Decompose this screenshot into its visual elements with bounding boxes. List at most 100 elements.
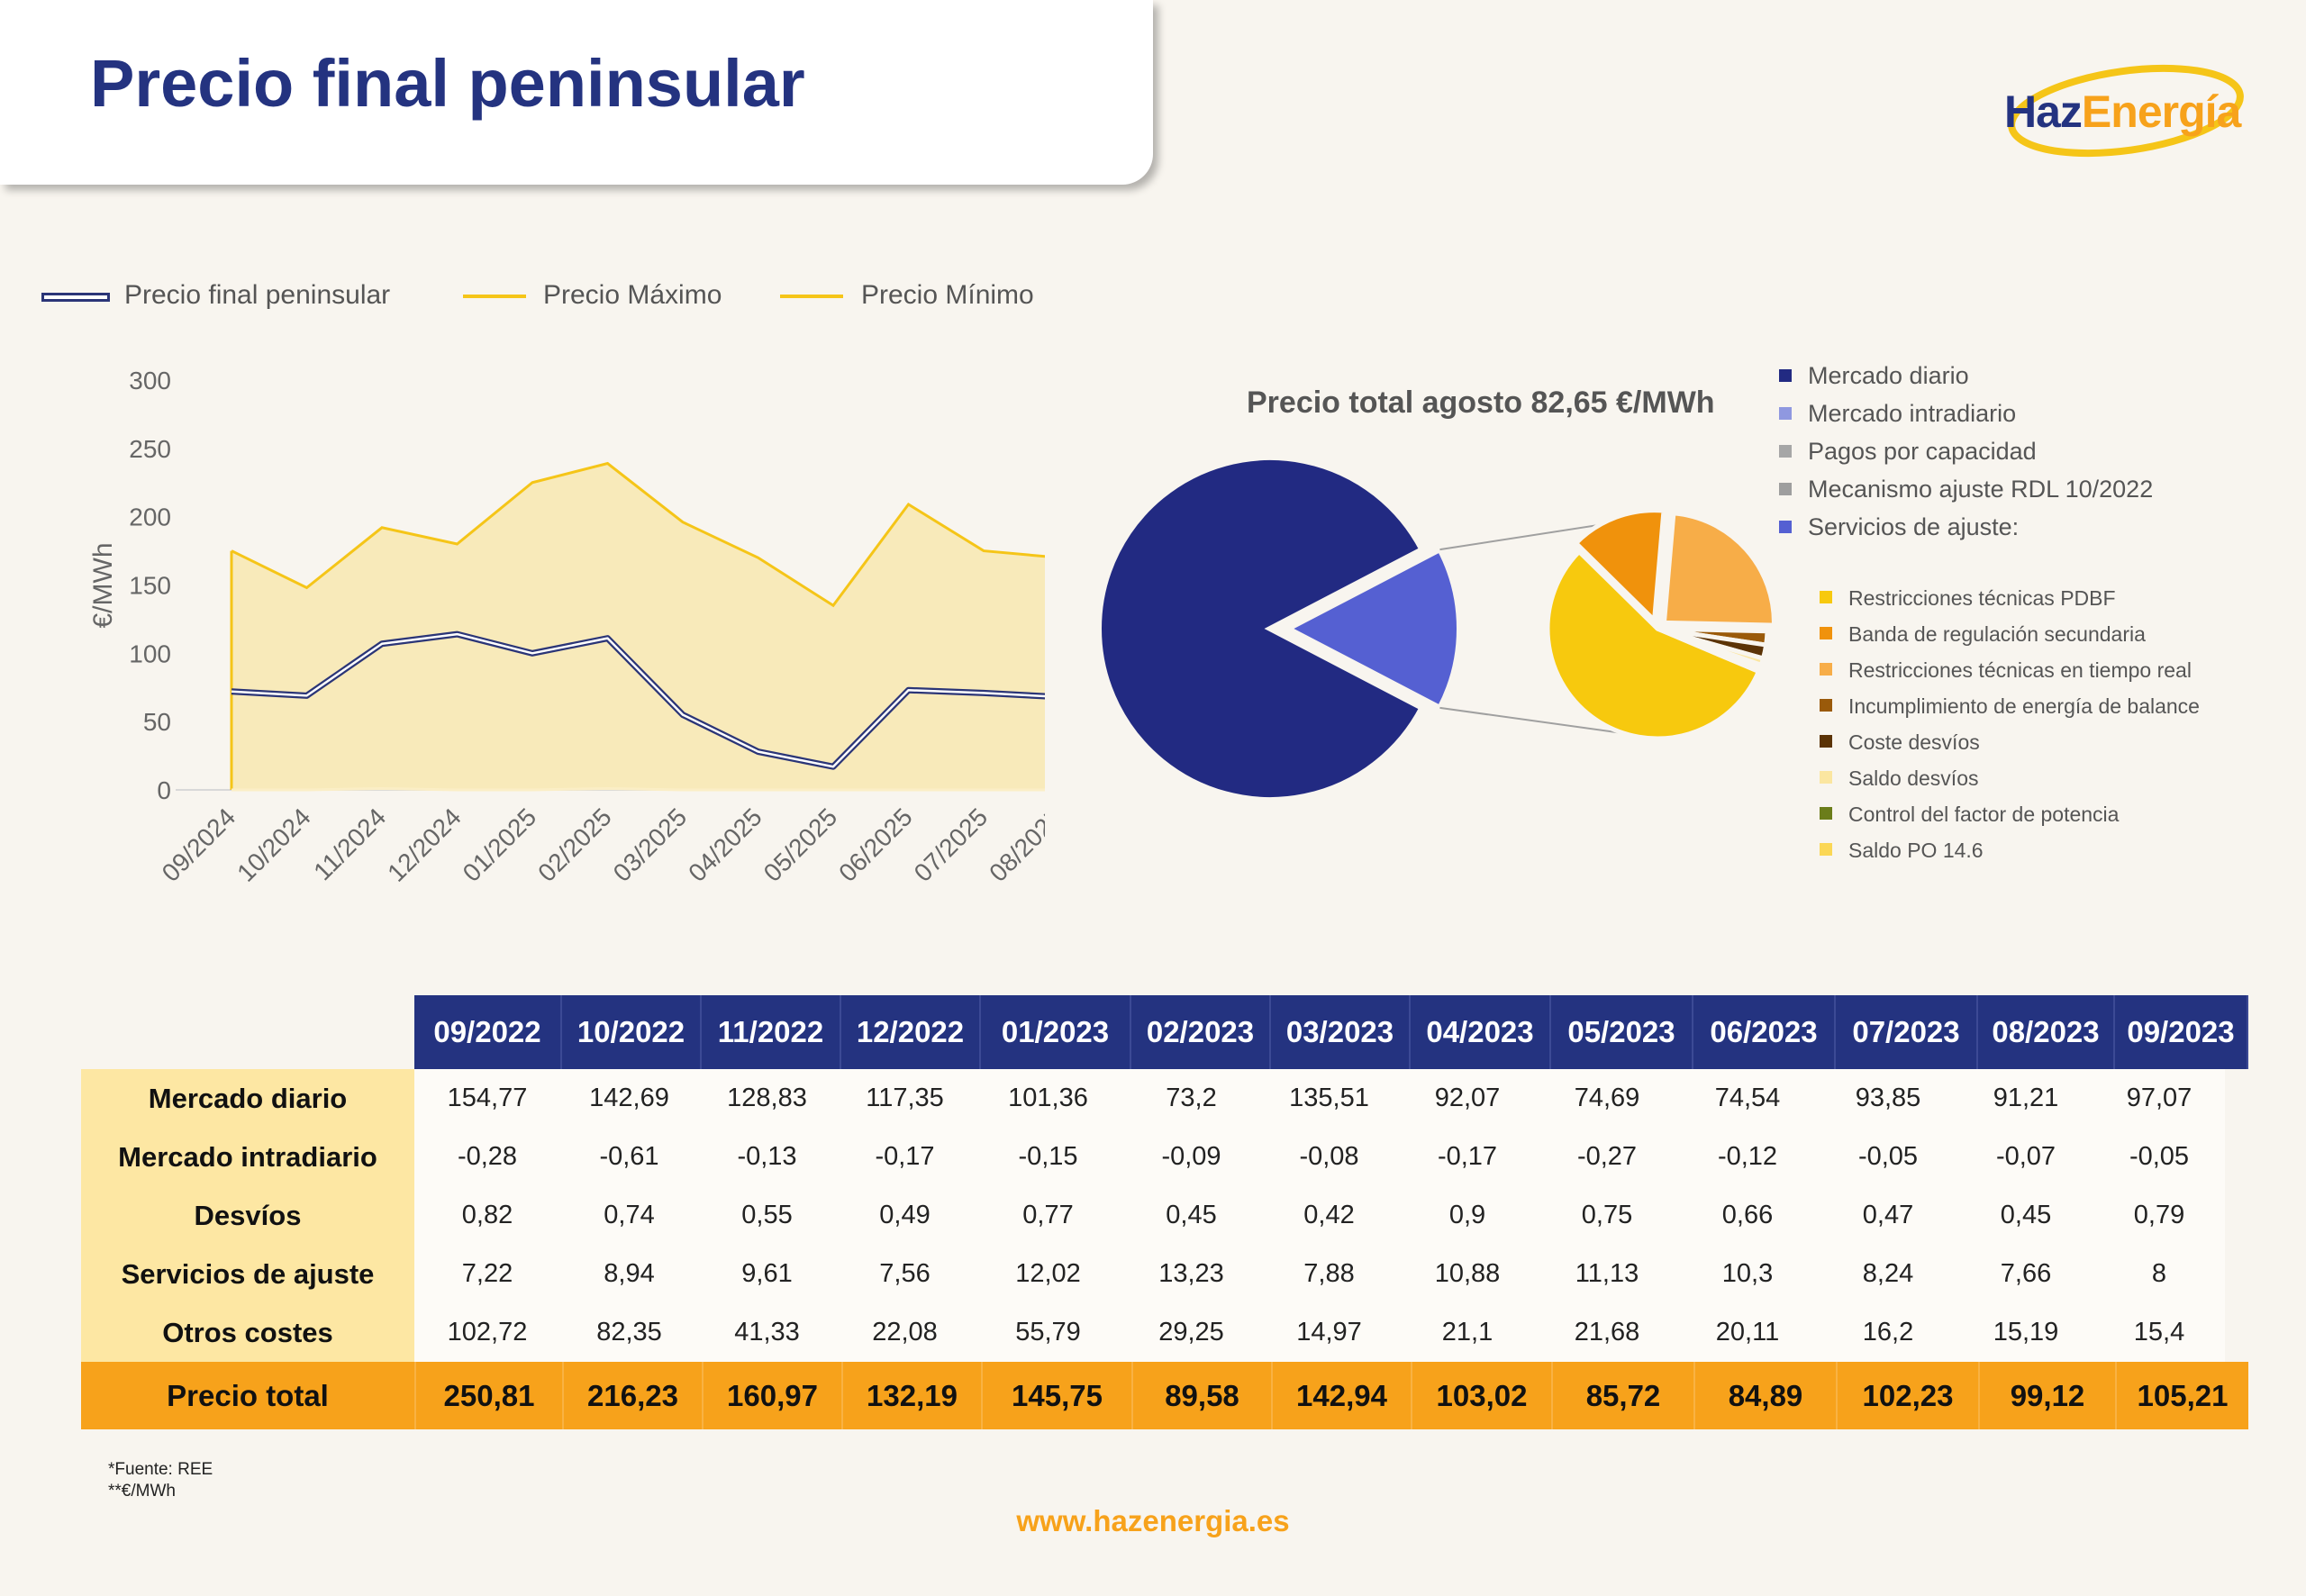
pie-slice-mercado-diario [1096, 455, 1426, 803]
table-cell: -0,15 [974, 1128, 1122, 1186]
table-cell: 91,21 [1958, 1069, 2093, 1128]
legend-swatch-min [780, 295, 843, 298]
table-row: Mercado intradiario -0,28 -0,61 -0,13 -0,17-… [81, 1128, 2225, 1186]
table-cell: 0,75 [1537, 1186, 1677, 1245]
x-tick-label: 09/2024 [157, 803, 241, 886]
table-total-label: Precio total [167, 1378, 329, 1412]
table-cell: 128,83 [698, 1069, 836, 1128]
legend-label: Banda de regulación secundaria [1848, 622, 2146, 646]
y-tick-label: 0 [157, 776, 171, 804]
table-row: Desvíos 0,82 0,74 0,55 0,49 0,77 0,45 0,42 0,9 0,… [81, 1186, 2225, 1245]
table-cell: 29,25 [1122, 1303, 1260, 1362]
table-cell: 101,36 [974, 1069, 1122, 1128]
page-title: Precio final peninsular [90, 46, 805, 121]
table-cell: 10,88 [1398, 1245, 1537, 1303]
sub-pie-slice [1545, 548, 1762, 741]
table-cell: 22,08 [836, 1303, 974, 1362]
table-cell: -0,09 [1122, 1128, 1260, 1186]
line-chart: 0 50 100 150 200 250 300 €/MWh 09/202410/202411/… [88, 367, 1045, 887]
table-cell: 74,69 [1537, 1069, 1677, 1128]
table-header-cell: 11/2022 [702, 995, 841, 1069]
table-total-cell: 89,58 [1131, 1362, 1271, 1429]
table-cell: 21,1 [1398, 1303, 1537, 1362]
table-cell: 8,94 [560, 1245, 698, 1303]
table-header-cell: 12/2022 [841, 995, 981, 1069]
table-cell: -0,27 [1537, 1128, 1677, 1186]
table-row: Otros costes 102,72 82,35 41,33 22,08 55,79 29… [81, 1303, 2225, 1362]
x-tick-label: 04/2025 [683, 803, 767, 886]
table-cell: 74,54 [1677, 1069, 1818, 1128]
x-tick-label: 01/2025 [458, 803, 541, 886]
table-cell: 12,02 [974, 1245, 1122, 1303]
x-tick-label: 11/2024 [308, 803, 391, 885]
table-total-cell: 103,02 [1411, 1362, 1551, 1429]
max-min-band [232, 463, 1045, 790]
table-cell: -0,05 [1818, 1128, 1958, 1186]
legend-label: Saldo desvíos [1848, 766, 1979, 790]
table-cell: -0,17 [1398, 1128, 1537, 1186]
table-row-label: Otros costes [81, 1303, 414, 1362]
table-cell: 8 [2093, 1245, 2225, 1303]
table-cell: 7,88 [1260, 1245, 1398, 1303]
table-cell: -0,12 [1677, 1128, 1818, 1186]
table-cell: -0,61 [560, 1128, 698, 1186]
table-cell: -0,28 [414, 1128, 560, 1186]
sub-pie-slice [1573, 508, 1666, 626]
legend-swatch [1779, 483, 1792, 495]
series-line-max [231, 461, 1045, 608]
table-cell: 14,97 [1260, 1303, 1398, 1362]
logo-text: HazEnergía [2004, 86, 2241, 137]
legend-label-min: Precio Mínimo [861, 280, 1034, 310]
sub-pie-slice [1657, 626, 1764, 675]
table-cell: 0,66 [1677, 1186, 1818, 1245]
table-cell: 117,35 [836, 1069, 974, 1128]
legend-label: Saldo PO 14.6 [1848, 839, 1984, 862]
x-tick-label: 02/2025 [532, 803, 616, 886]
table-row-label: Mercado intradiario [81, 1128, 414, 1186]
table-cell: 0,9 [1398, 1186, 1537, 1245]
table-cell: 7,22 [414, 1245, 560, 1303]
y-axis-label: €/MWh [88, 542, 118, 628]
x-tick-label: 05/2025 [758, 803, 842, 886]
website-link[interactable]: www.hazenergia.es [1016, 1504, 1290, 1537]
legend-swatch-max [463, 295, 526, 298]
table-total-cell: 84,89 [1693, 1362, 1836, 1429]
table-header-cell: 06/2023 [1693, 995, 1836, 1069]
table-total-cell: 132,19 [841, 1362, 981, 1429]
y-tick-label: 150 [129, 572, 171, 600]
series-line-final-inner [231, 632, 1045, 768]
table-row-label: Servicios de ajuste [81, 1245, 414, 1303]
table-cell: 0,45 [1122, 1186, 1260, 1245]
table-cell: 20,11 [1677, 1303, 1818, 1362]
table-cell: 16,2 [1818, 1303, 1958, 1362]
table-total-cell: 142,94 [1271, 1362, 1411, 1429]
table-cell: 15,19 [1958, 1303, 2093, 1362]
table-total-cell: 250,81 [414, 1362, 562, 1429]
table-cell: -0,13 [698, 1128, 836, 1186]
legend-swatch [1779, 521, 1792, 533]
table-cell: 92,07 [1398, 1069, 1537, 1128]
logo-swoosh-icon [2008, 64, 2244, 158]
table-header-row: 09/2022 10/2022 11/2022 12/2022 01/2023 02/20… [414, 995, 2248, 1069]
legend-swatch [1820, 843, 1832, 856]
hazenergia-logo: HazEnergía [1991, 50, 2252, 176]
legend-label: Mecanismo ajuste RDL 10/2022 [1808, 476, 2154, 503]
pie-slice-servicios-ajuste [1282, 546, 1462, 712]
table-cell: 9,61 [698, 1245, 836, 1303]
legend-label-final: Precio final peninsular [124, 280, 391, 310]
table-total-cell: 145,75 [981, 1362, 1131, 1429]
legend-label: Mercado diario [1808, 362, 1969, 389]
table-row: Mercado diario 154,77 142,69 128,83 117,35 10… [81, 1069, 2225, 1128]
legend-label: Pagos por capacidad [1808, 438, 2037, 465]
table-total-cell: 105,21 [2115, 1362, 2248, 1429]
x-tick-label: 06/2025 [833, 803, 917, 886]
table-header-cell: 04/2023 [1411, 995, 1551, 1069]
legend-swatch [1779, 369, 1792, 382]
y-tick-label: 300 [129, 367, 171, 394]
table-cell: 0,55 [698, 1186, 836, 1245]
table-cell: 8,24 [1818, 1245, 1958, 1303]
table-cell: -0,07 [1958, 1128, 2093, 1186]
table-row-label: Desvíos [81, 1186, 414, 1245]
legend-swatch [1779, 407, 1792, 420]
table-header-cell: 08/2023 [1978, 995, 2115, 1069]
